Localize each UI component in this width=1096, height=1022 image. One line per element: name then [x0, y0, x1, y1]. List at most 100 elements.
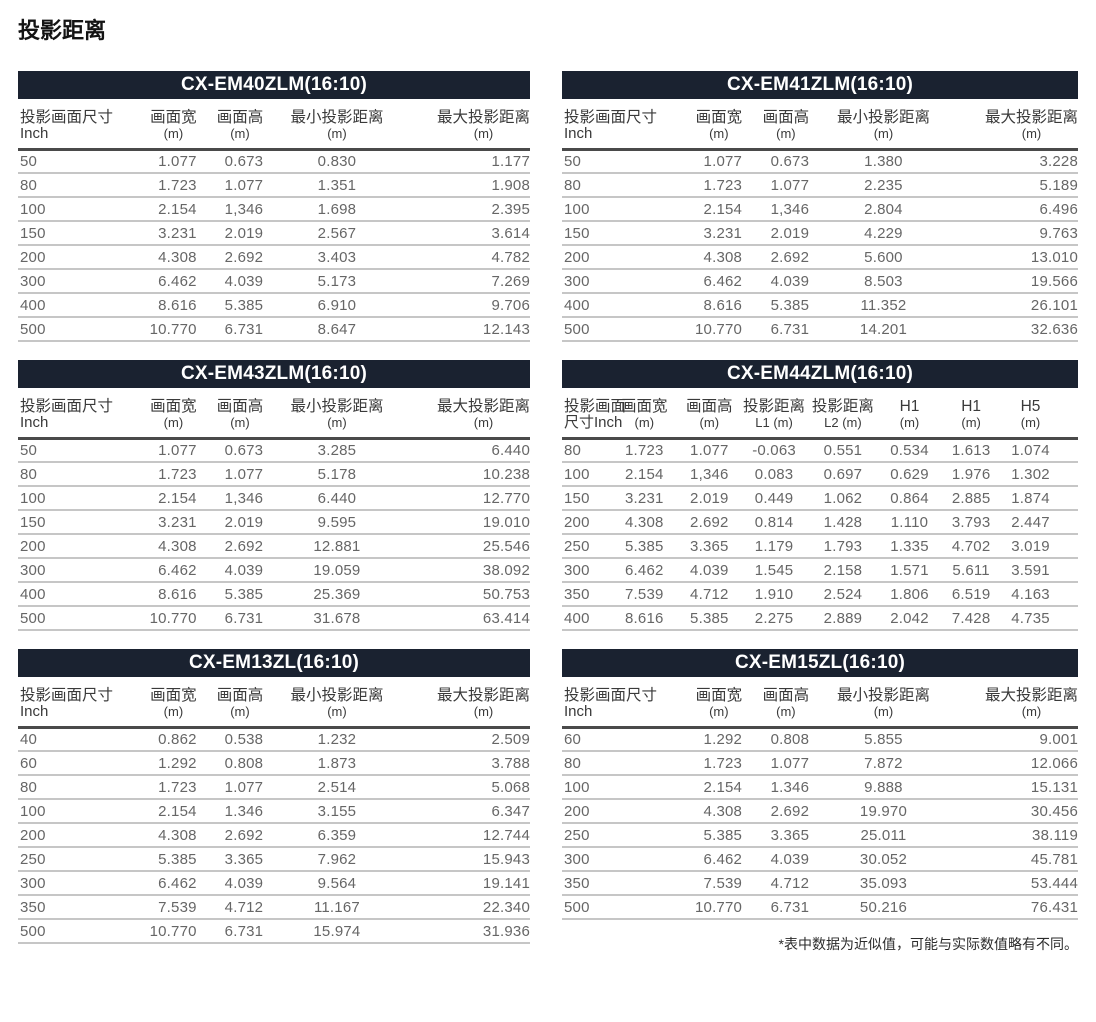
value-cell: 2.019: [678, 486, 740, 511]
table-row: 350 7.539 4.712 11.167 22.340: [18, 895, 530, 920]
header-line1: 最小投影距离: [836, 109, 930, 126]
value-cell: 4.039: [196, 269, 264, 294]
value-cell: 1,346: [678, 462, 740, 487]
page-title: 投影距离: [18, 18, 107, 43]
header-line1: H5: [1020, 398, 1041, 415]
table-row: 80 1.723 1.077 1.351 1.908: [18, 173, 530, 198]
size-cell: 80: [562, 751, 676, 776]
size-cell: 400: [562, 606, 610, 631]
table-row: 200 4.308 2.692 0.814 1.428 1.110 3.793 2.447: [562, 510, 1078, 535]
table-row: 40 0.862 0.538 1.232 2.509: [18, 727, 530, 752]
header-line2: 尺寸Inch: [564, 414, 623, 431]
value-cell: 1.793: [808, 534, 878, 559]
projection-distance-table: 投影画面尺寸 Inch 画面宽 (m) 画面高 (m) 最小投影距离 (m) 最大投影距离 (m)…: [18, 99, 530, 342]
value-cell: 0.449: [740, 486, 809, 511]
size-cell: 500: [562, 895, 676, 920]
value-cell: 1.874: [1001, 486, 1078, 511]
table-row: 60 1.292 0.808 1.873 3.788: [18, 751, 530, 776]
table-row: 400 8.616 5.385 6.910 9.706: [18, 293, 530, 318]
value-cell: 2.567: [263, 221, 411, 246]
table-row: 100 2.154 1,346 2.804 6.496: [562, 197, 1078, 222]
size-cell: 300: [562, 558, 610, 583]
header-line1: 投影画面尺寸: [20, 398, 114, 415]
value-cell: 5.385: [609, 534, 679, 559]
value-cell: 1.806: [877, 582, 942, 607]
size-cell: 100: [562, 462, 610, 487]
table-row: 200 4.308 2.692 3.403 4.782: [18, 245, 530, 270]
value-cell: 2.019: [196, 221, 264, 246]
header-line1: H1: [899, 398, 920, 415]
value-cell: 1.346: [742, 775, 810, 800]
header-line2: (m): [163, 415, 184, 430]
value-cell: 12.066: [957, 751, 1078, 776]
header-line1: 投影画面尺寸: [564, 687, 658, 704]
header-line1: 画面宽: [150, 398, 197, 415]
table-row: 150 3.231 2.019 0.449 1.062 0.864 2.885 1.874: [562, 486, 1078, 511]
value-cell: 7.962: [263, 847, 411, 872]
table-row: 50 1.077 0.673 1.380 3.228: [562, 149, 1078, 174]
table-row: 60 1.292 0.808 5.855 9.001: [562, 727, 1078, 752]
table-row: 150 3.231 2.019 4.229 9.763: [562, 221, 1078, 246]
table-row: 200 4.308 2.692 19.970 30.456: [562, 799, 1078, 824]
column-header: 投影距离 L1 (m): [740, 388, 809, 440]
header-line1: H1: [961, 398, 982, 415]
table-row: 100 2.154 1.346 9.888 15.131: [562, 775, 1078, 800]
size-cell: 50: [562, 149, 676, 174]
value-cell: 1.077: [130, 149, 197, 174]
header-row: 投影画面尺寸 Inch 画面宽 (m) 画面高 (m) 最小投影距离 (m) 最大投影距离 (m): [562, 677, 1078, 729]
size-cell: 150: [18, 221, 131, 246]
size-cell: 80: [18, 462, 131, 487]
value-cell: 0.673: [742, 149, 810, 174]
table-row: 150 3.231 2.019 2.567 3.614: [18, 221, 530, 246]
value-cell: 1.428: [808, 510, 878, 535]
column-header: 画面高 (m): [196, 388, 264, 440]
value-cell: 7.428: [941, 606, 1002, 631]
value-cell: 6.731: [196, 919, 264, 944]
tables-grid: CX-EM40ZLM(16:10) 投影画面尺寸 Inch 画面宽 (m) 画面高 (m)…: [18, 71, 1078, 954]
header-line2: (m): [230, 704, 250, 719]
value-cell: 13.010: [957, 245, 1078, 270]
value-cell: 15.974: [263, 919, 411, 944]
value-cell: 1.723: [130, 173, 197, 198]
value-cell: 2.885: [941, 486, 1002, 511]
table-title-bar: CX-EM43ZLM(16:10): [18, 360, 530, 388]
size-cell: 200: [562, 799, 676, 824]
value-cell: 4.308: [130, 534, 197, 559]
value-cell: 6.462: [130, 871, 197, 896]
value-cell: 5.600: [809, 245, 958, 270]
value-cell: 8.616: [609, 606, 679, 631]
header-line1: 画面高: [216, 398, 264, 415]
value-cell: 1.545: [740, 558, 809, 583]
table-row: 80 1.723 1.077 2.235 5.189: [562, 173, 1078, 198]
value-cell: 0.862: [130, 727, 197, 752]
size-cell: 300: [562, 847, 676, 872]
value-cell: 1.077: [742, 751, 810, 776]
size-cell: 200: [562, 245, 676, 270]
table-row: 80 1.723 1.077 5.178 10.238: [18, 462, 530, 487]
table-row: 300 6.462 4.039 30.052 45.781: [562, 847, 1078, 872]
size-cell: 350: [18, 895, 131, 920]
value-cell: 10.770: [675, 895, 743, 920]
value-cell: 1.077: [196, 462, 264, 487]
value-cell: 1.077: [678, 438, 740, 463]
header-line1: 画面高: [762, 687, 810, 704]
column-header: 最大投影距离 (m): [410, 677, 530, 729]
header-line1: 画面高: [216, 109, 264, 126]
size-cell: 80: [18, 173, 131, 198]
table-row: 500 10.770 6.731 15.974 31.936: [18, 919, 530, 944]
value-cell: 3.365: [678, 534, 740, 559]
table-row: 80 1.723 1.077 -0.063 0.551 0.534 1.613 1.074: [562, 438, 1078, 463]
value-cell: 1.351: [263, 173, 411, 198]
value-cell: 3.019: [1001, 534, 1078, 559]
size-cell: 250: [562, 534, 610, 559]
value-cell: 2.889: [808, 606, 878, 631]
header-line2: (m): [961, 415, 981, 430]
value-cell: 2.042: [877, 606, 942, 631]
size-cell: 300: [18, 269, 131, 294]
value-cell: 12.744: [410, 823, 530, 848]
value-cell: 12.881: [263, 534, 411, 559]
table-row: 500 10.770 6.731 8.647 12.143: [18, 317, 530, 342]
value-cell: 5.173: [263, 269, 411, 294]
table-row: 350 7.539 4.712 35.093 53.444: [562, 871, 1078, 896]
value-cell: 6.462: [130, 558, 197, 583]
